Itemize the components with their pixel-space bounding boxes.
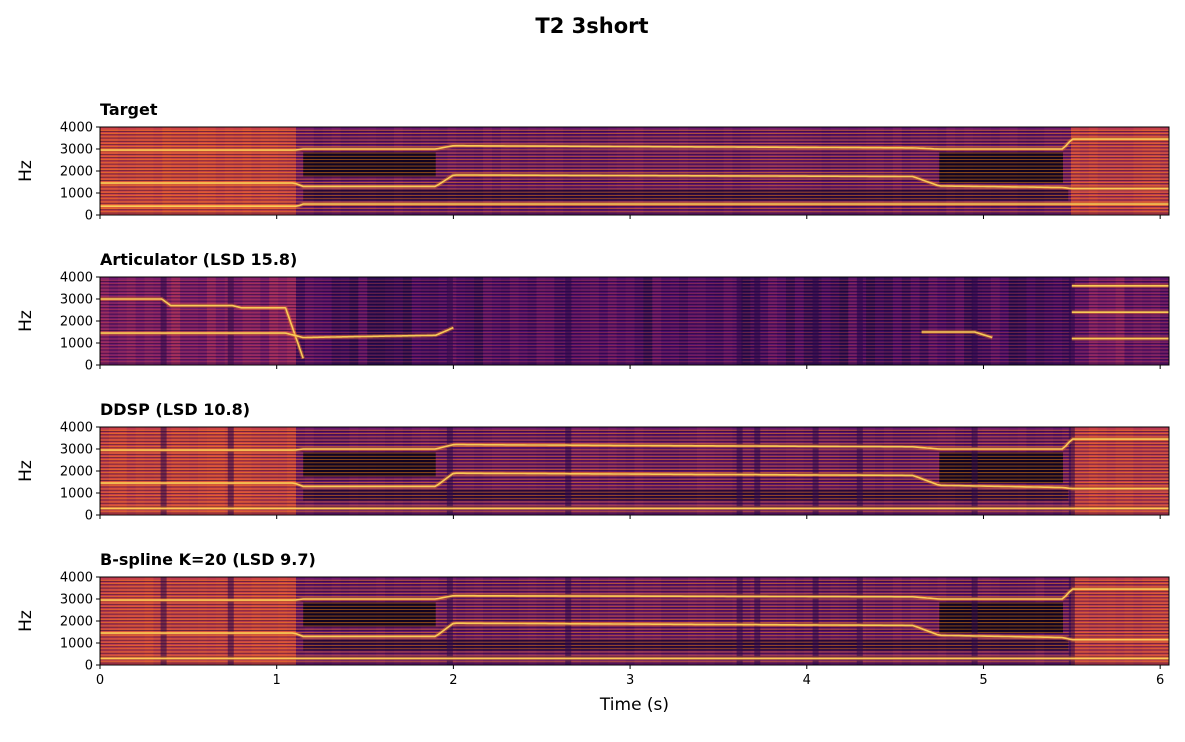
formant-track [921,331,993,339]
transient [1068,427,1075,515]
transient [1068,277,1075,365]
y-tick-label: 0 [85,359,93,374]
spectrogram-image [100,277,1169,365]
transient [754,427,761,515]
panel-0: Target 0 1000 2000 3000 4000 Hz [16,100,1170,224]
spectrogram-image [100,127,1169,215]
y-axis-label: Hz [16,610,36,632]
formant-track [100,298,304,359]
transient [736,427,743,515]
y-tick-label: 0 [85,509,93,524]
transient [856,577,863,665]
panel-title: Target [100,100,158,119]
formant-track [100,203,1169,207]
transient [736,277,743,365]
transient [565,577,572,665]
transient [227,277,234,365]
y-tick-label: 4000 [60,421,93,436]
formant-track [100,472,1169,490]
formant-track [100,174,1169,190]
y-tick-label: 3000 [60,143,93,158]
spectrogram-image [100,427,1169,515]
y-tick-label: 4000 [60,271,93,286]
formant-track [100,438,1169,451]
y-tick-label: 1000 [60,337,93,352]
y-tick-label: 1000 [60,487,93,502]
y-tick-label: 0 [85,209,93,224]
x-tick-label: 6 [1156,673,1164,688]
transient [736,577,743,665]
panel-1: Articulator (LSD 15.8) 0 1000 2000 3000 4000 H… [16,250,1170,374]
formant-track [100,138,1169,151]
transient [446,577,453,665]
x-tick-label: 3 [626,673,634,688]
formant-track [100,326,454,339]
transient [856,277,863,365]
transient [565,277,572,365]
y-tick-label: 3000 [60,593,93,608]
transient [971,277,978,365]
panel-title: Articulator (LSD 15.8) [100,250,297,269]
formant-track [100,622,1169,641]
y-axis-label: Hz [16,160,36,182]
transient [565,427,572,515]
y-tick-label: 4000 [60,121,93,136]
x-tick-label: 0 [96,673,104,688]
y-axis-label: Hz [16,310,36,332]
panel-2: DDSP (LSD 10.8) 0 1000 2000 3000 4000 Hz [16,400,1170,524]
panel-title: B-spline K=20 (LSD 9.7) [100,550,316,569]
y-tick-label: 4000 [60,571,93,586]
transient [160,577,167,665]
y-tick-label: 1000 [60,187,93,202]
transient [227,427,234,515]
panel-title: DDSP (LSD 10.8) [100,400,250,419]
y-tick-label: 2000 [60,315,93,330]
transient [160,277,167,365]
y-tick-label: 2000 [60,615,93,630]
spectrogram-image [100,577,1169,665]
formant-track [100,588,1169,601]
transient [971,427,978,515]
transient [446,427,453,515]
transient [754,577,761,665]
x-tick-label: 2 [449,673,457,688]
x-tick-label: 1 [273,673,281,688]
transient [1068,577,1075,665]
x-tick-label: 5 [979,673,987,688]
transient [812,577,819,665]
panel-3: B-spline K=20 (LSD 9.7) 0 1000 2000 3000 4000… [16,550,1170,715]
transient [160,427,167,515]
y-axis-label: Hz [16,460,36,482]
transient [971,577,978,665]
transient [754,277,761,365]
y-tick-label: 3000 [60,443,93,458]
transient [227,577,234,665]
transient [812,427,819,515]
transient [812,277,819,365]
transient [856,427,863,515]
y-tick-label: 3000 [60,293,93,308]
y-tick-label: 2000 [60,465,93,480]
y-tick-label: 0 [85,659,93,674]
y-tick-label: 1000 [60,637,93,652]
y-tick-label: 2000 [60,165,93,180]
transient [446,277,453,365]
x-tick-label: 4 [803,673,811,688]
figure-title: T2 3short [535,14,648,38]
x-axis-label: Time (s) [599,695,669,715]
